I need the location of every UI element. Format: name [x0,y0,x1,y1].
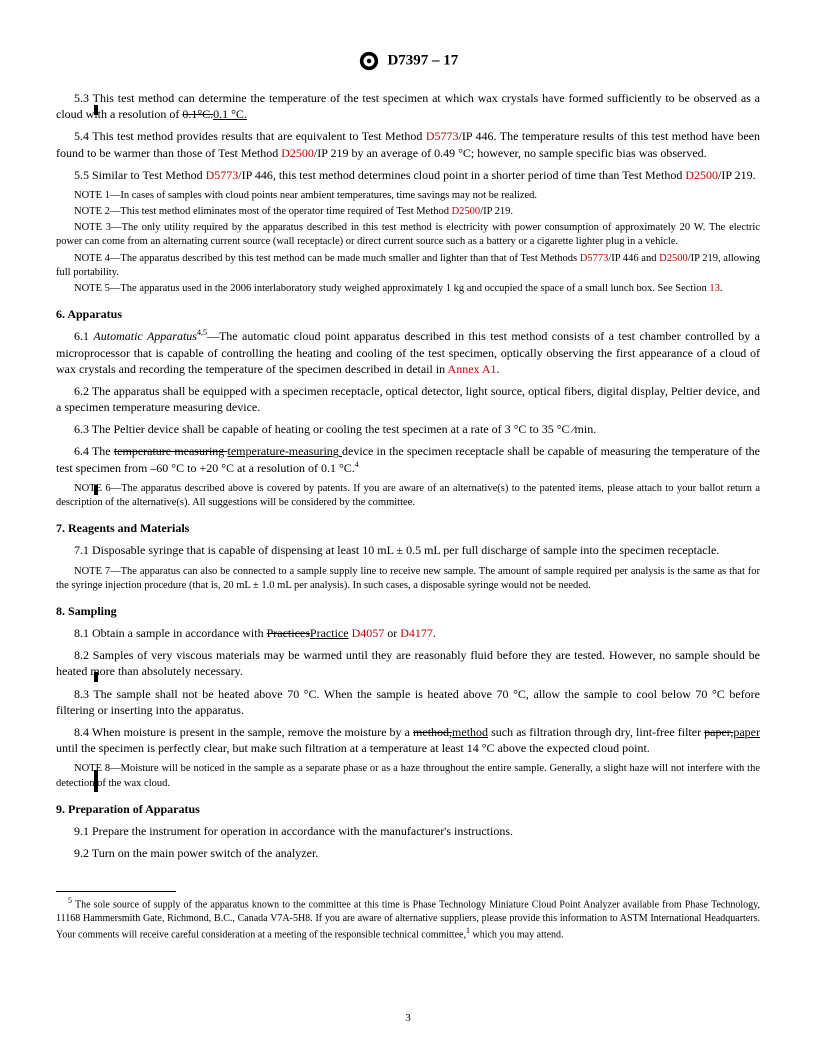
link-d5773[interactable]: D5773 [206,168,239,182]
para-8-3: 8.3 The sample shall not be heated above… [56,686,760,718]
note-2: NOTE 2—This test method eliminates most … [56,205,760,219]
change-bar [94,770,98,792]
note-8: NOTE 8—Moisture will be noticed in the s… [56,762,760,790]
para-6-2: 6.2 The apparatus shall be equipped with… [56,383,760,415]
para-5-4: 5.4 This test method provides results th… [56,128,760,160]
change-bar [94,485,98,495]
section-8-heading: 8. Sampling [56,603,760,619]
astm-logo-icon [358,50,380,72]
link-d4177[interactable]: D4177 [400,626,433,640]
section-9-heading: 9. Preparation of Apparatus [56,801,760,817]
para-6-1: 6.1 Automatic Apparatus4,5—The automatic… [56,328,760,377]
link-d5773[interactable]: D5773 [426,129,459,143]
page-header: D7397 – 17 [56,50,760,72]
section-6-heading: 6. Apparatus [56,306,760,322]
note-6: NOTE 6—The apparatus described above is … [56,482,760,510]
para-9-1: 9.1 Prepare the instrument for operation… [56,823,760,839]
para-6-3: 6.3 The Peltier device shall be capable … [56,421,760,437]
link-d5773[interactable]: D5773 [580,253,609,264]
link-section-13[interactable]: 13 [709,283,720,294]
change-bar [94,105,98,115]
designation: D7397 – 17 [387,52,458,68]
para-8-1: 8.1 Obtain a sample in accordance with P… [56,625,760,641]
page-number: 3 [0,1011,816,1026]
link-d2500[interactable]: D2500 [281,146,314,160]
body-content: 5.3 This test method can determine the t… [56,90,760,941]
change-bar [94,672,98,682]
note-5: NOTE 5—The apparatus used in the 2006 in… [56,282,760,296]
note-1: NOTE 1—In cases of samples with cloud po… [56,189,760,203]
para-6-4: 6.4 The temperature measuring temperatur… [56,443,760,475]
para-8-2: 8.2 Samples of very viscous materials ma… [56,647,760,679]
para-9-2: 9.2 Turn on the main power switch of the… [56,845,760,861]
footnote-rule [56,891,176,892]
para-8-4: 8.4 When moisture is present in the samp… [56,724,760,756]
para-5-5: 5.5 Similar to Test Method D5773/IP 446,… [56,167,760,183]
note-7: NOTE 7—The apparatus can also be connect… [56,565,760,593]
para-7-1: 7.1 Disposable syringe that is capable o… [56,542,760,558]
link-annex-a1[interactable]: Annex A1 [448,362,497,376]
link-d2500[interactable]: D2500 [659,253,688,264]
note-3: NOTE 3—The only utility required by the … [56,221,760,249]
note-4: NOTE 4—The apparatus described by this t… [56,252,760,280]
footnote-5: 5 The sole source of supply of the appar… [56,896,760,941]
section-7-heading: 7. Reagents and Materials [56,520,760,536]
para-5-3: 5.3 This test method can determine the t… [56,90,760,122]
link-d2500[interactable]: D2500 [685,168,718,182]
link-d2500[interactable]: D2500 [452,206,481,217]
link-d4057[interactable]: D4057 [352,626,385,640]
